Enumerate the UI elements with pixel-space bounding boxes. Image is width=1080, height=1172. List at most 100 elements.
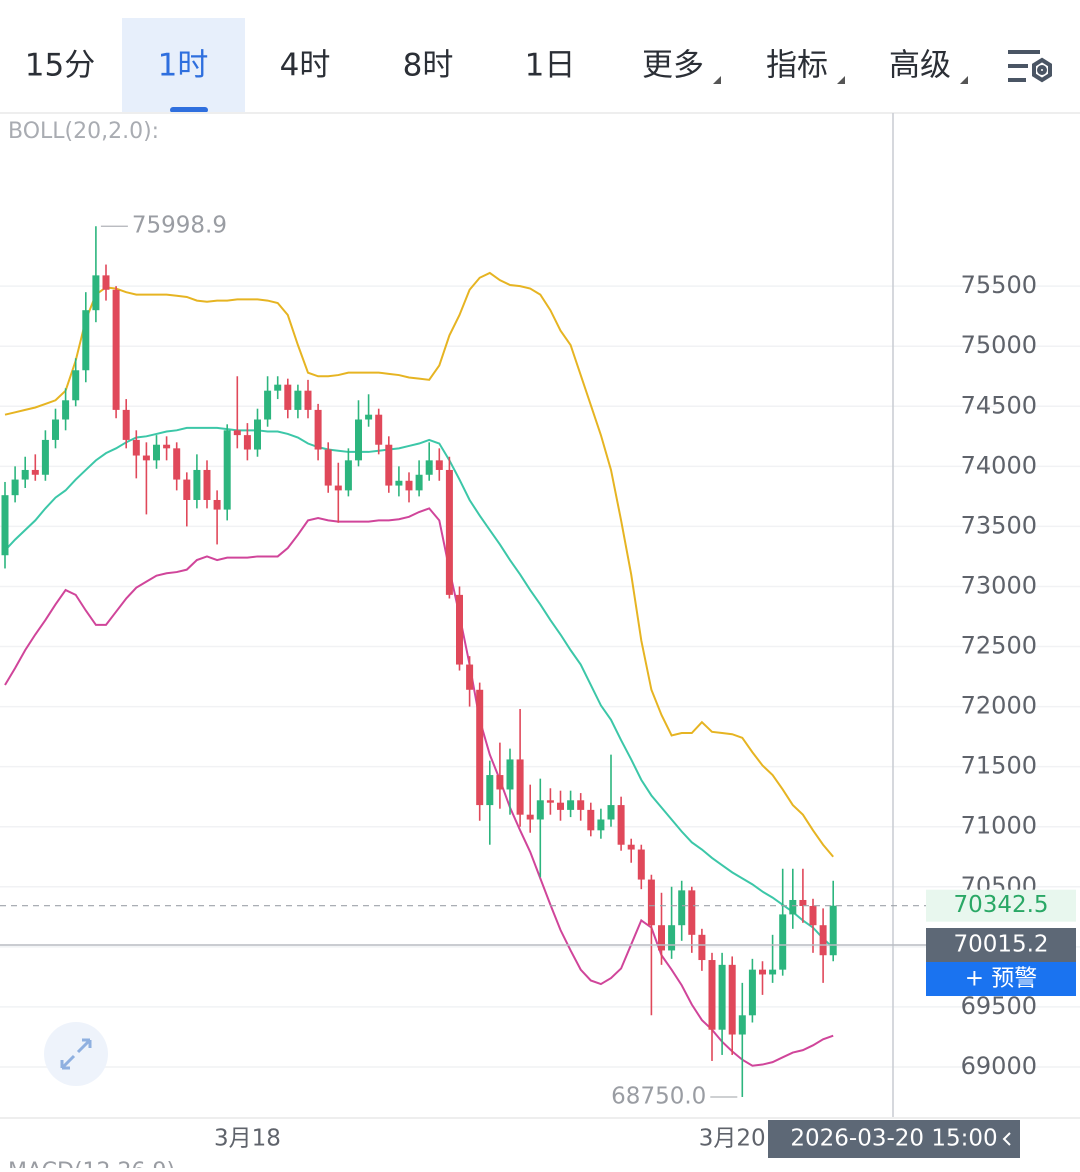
candle-body	[738, 1015, 746, 1035]
candle-body	[728, 964, 736, 1035]
candle-body	[769, 969, 777, 975]
y-tick-label: 72500	[961, 632, 1037, 660]
crosshair-price-label: 70015.2	[953, 932, 1048, 958]
candle-body	[516, 759, 524, 815]
candle-body	[112, 289, 120, 410]
candle-body	[829, 905, 837, 956]
candle-body	[607, 805, 615, 820]
candle-body	[779, 914, 787, 970]
alert-button-label[interactable]: + 预警	[965, 966, 1038, 992]
tab[interactable]: 1时	[158, 48, 209, 84]
selected-tab-underline	[170, 107, 208, 113]
candle-body	[304, 390, 312, 410]
candle-body	[31, 469, 39, 475]
chevron	[1002, 1132, 1011, 1146]
candle-body	[11, 479, 19, 496]
dropdown-triangle	[713, 76, 721, 84]
y-tick-label: 75000	[961, 331, 1037, 359]
dropdown-triangle	[837, 76, 845, 84]
candle-body	[425, 460, 433, 475]
y-tick-label: 73000	[961, 571, 1037, 599]
candle-body	[526, 814, 534, 820]
candle-body	[748, 969, 756, 1016]
candle-body	[476, 689, 484, 806]
candle-body	[193, 469, 201, 500]
tab[interactable]: 指标	[766, 48, 828, 84]
candle-body	[92, 275, 100, 311]
y-tick-label: 69500	[961, 992, 1037, 1020]
candle-body	[617, 805, 625, 845]
crosshair-time-badge	[768, 1120, 1020, 1158]
tabs: 15分 1时 4时 8时 1日 更多 指标 高级	[25, 48, 968, 84]
candle-body	[405, 480, 413, 491]
candle-body	[597, 819, 605, 831]
candle-body	[213, 499, 221, 510]
candle-body	[72, 370, 80, 401]
candle-body	[486, 775, 494, 806]
candle-body	[385, 444, 393, 486]
dropdown-triangle	[960, 76, 968, 84]
candle-body	[536, 800, 544, 820]
candle-body	[587, 809, 595, 831]
candle-body	[637, 849, 645, 880]
candle-body	[82, 310, 90, 371]
candle-body	[355, 419, 362, 461]
candle-body	[445, 469, 453, 595]
selected-tab-bg	[122, 18, 245, 113]
candle-body	[627, 844, 635, 850]
candle-body	[254, 419, 261, 450]
candle-body	[688, 890, 696, 935]
candle-body	[41, 439, 49, 475]
boll-line	[4, 426, 834, 949]
crosshair-price-badge	[926, 928, 1076, 963]
candle-body	[668, 925, 676, 951]
tab[interactable]: 8时	[403, 48, 454, 84]
candle-body	[314, 409, 322, 450]
y-tick-label: 73500	[961, 511, 1037, 539]
candle-body	[264, 390, 272, 420]
candle-body	[233, 430, 241, 436]
next-panel-title: MACD(12,26,9)	[8, 1159, 175, 1168]
candle-body	[415, 474, 423, 491]
last-price-badge	[926, 889, 1076, 922]
candle-body	[708, 960, 716, 1030]
candle-body	[819, 925, 827, 956]
plot-area	[0, 226, 1080, 1097]
candle-body	[284, 384, 292, 410]
crosshair-time-label: 2026-03-20 15:00	[790, 1126, 997, 1152]
candle-body	[52, 419, 59, 440]
tab[interactable]: 15分	[25, 48, 95, 84]
candle-body	[21, 469, 29, 480]
x-tick-label: 3月18	[214, 1126, 281, 1152]
candle-body	[718, 964, 726, 1030]
candle-body	[163, 444, 171, 449]
candle-body	[334, 485, 342, 491]
last-price-label: 70342.5	[953, 892, 1048, 918]
candle-body	[658, 925, 665, 951]
candle-body	[153, 444, 160, 461]
y-tick-label: 71000	[961, 812, 1037, 840]
y-tick-label: 72000	[961, 692, 1037, 720]
tab[interactable]: 更多	[642, 48, 704, 84]
candle-body	[789, 899, 797, 915]
x-tick-label: 3月20	[699, 1126, 766, 1152]
candle-body	[557, 802, 564, 810]
candle-body	[122, 409, 130, 440]
y-tick-label: 71500	[961, 752, 1037, 780]
candle-body	[395, 480, 403, 486]
boll-line	[4, 271, 834, 858]
boll-line	[4, 507, 834, 1067]
tab[interactable]: 高级	[889, 48, 951, 84]
candle-body	[294, 390, 302, 410]
expand-button[interactable]	[44, 1022, 108, 1086]
alert-button[interactable]	[926, 962, 1076, 997]
candle-body	[102, 275, 110, 290]
tab[interactable]: 1日	[525, 48, 576, 84]
candle-body	[223, 430, 231, 510]
tab[interactable]: 4时	[280, 48, 331, 84]
candle-body	[173, 448, 181, 480]
settings-icon[interactable]	[1008, 50, 1052, 83]
candle-body	[456, 594, 463, 665]
